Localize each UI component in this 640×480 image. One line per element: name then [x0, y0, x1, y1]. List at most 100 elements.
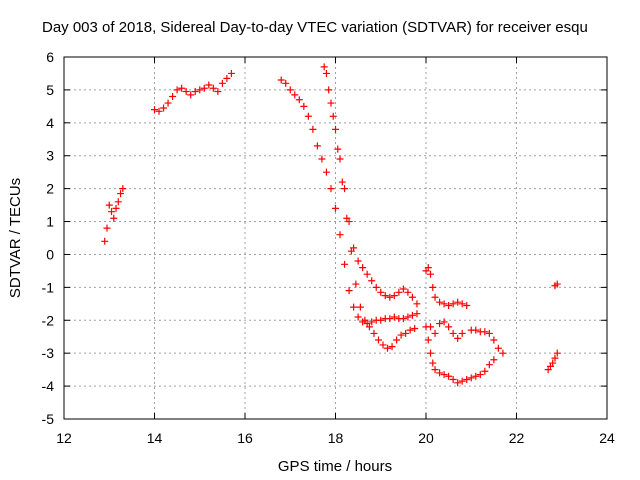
data-point	[286, 86, 294, 94]
data-point	[374, 336, 382, 344]
data-point	[429, 283, 437, 291]
y-tick-label: 6	[46, 49, 54, 65]
data-point	[372, 283, 380, 291]
data-point	[332, 204, 339, 212]
y-tick-label: -4	[42, 378, 55, 394]
data-point	[309, 125, 317, 133]
data-point	[320, 63, 328, 71]
data-point	[105, 201, 113, 209]
data-point	[388, 343, 396, 351]
data-point	[449, 300, 457, 308]
data-point	[191, 88, 199, 96]
y-tick-label: -2	[42, 312, 55, 328]
data-point	[481, 367, 489, 375]
y-tick-label: -5	[42, 411, 55, 427]
data-point	[325, 86, 333, 94]
data-point	[408, 311, 416, 319]
data-point	[329, 112, 337, 120]
x-tick-label: 24	[599, 430, 615, 446]
data-point	[164, 99, 172, 107]
data-point	[499, 349, 507, 357]
data-point	[390, 292, 398, 300]
x-tick-label: 12	[56, 430, 72, 446]
data-point	[411, 325, 419, 332]
data-point	[406, 326, 414, 334]
data-point	[341, 260, 349, 268]
data-point	[463, 301, 471, 309]
data-point	[327, 99, 335, 107]
data-point	[291, 91, 299, 99]
data-point	[112, 204, 120, 212]
data-point	[223, 74, 231, 82]
y-tick-label: 1	[46, 214, 54, 230]
x-tick-label: 16	[237, 430, 253, 446]
data-point	[551, 354, 559, 362]
x-tick-label: 20	[418, 430, 434, 446]
data-point	[178, 84, 186, 92]
data-point	[277, 76, 285, 84]
data-point	[427, 323, 435, 331]
data-point	[103, 224, 111, 232]
data-point	[361, 316, 369, 324]
data-point	[467, 374, 475, 382]
data-point	[370, 329, 378, 337]
data-point	[458, 377, 466, 385]
y-tick-label: 5	[46, 82, 54, 98]
data-point	[173, 86, 181, 94]
data-point	[108, 208, 116, 216]
data-point	[295, 96, 303, 104]
data-point	[338, 178, 346, 186]
x-tick-labels: 12 14 16 18 20 22 24	[56, 430, 615, 446]
data-point	[427, 349, 435, 357]
data-point	[350, 303, 358, 311]
data-point	[490, 356, 498, 364]
data-point	[463, 376, 471, 384]
data-point	[209, 84, 217, 92]
data-point	[322, 168, 330, 176]
data-point	[155, 107, 163, 115]
data-point	[377, 288, 385, 296]
data-point	[431, 366, 439, 374]
data-point	[431, 329, 439, 337]
data-point	[196, 86, 204, 94]
data-point	[449, 376, 457, 384]
data-point	[481, 328, 489, 336]
data-point	[445, 372, 453, 380]
data-point	[454, 334, 462, 342]
data-point	[359, 264, 367, 272]
data-point	[431, 293, 439, 301]
data-series	[101, 63, 561, 387]
data-point	[313, 142, 321, 150]
data-point	[553, 349, 561, 357]
data-point	[336, 231, 344, 239]
data-point	[282, 79, 290, 87]
data-point	[399, 315, 407, 323]
y-tick-label: 2	[46, 181, 54, 197]
data-point	[395, 288, 403, 296]
data-point	[413, 310, 421, 318]
y-tick-label: 4	[46, 115, 54, 131]
data-point	[352, 280, 360, 288]
y-tick-label: 3	[46, 148, 54, 164]
data-point	[404, 313, 412, 321]
y-tick-label: 0	[46, 246, 54, 262]
x-tick-label: 22	[509, 430, 525, 446]
x-tick-label: 14	[147, 430, 163, 446]
data-point	[368, 318, 376, 326]
data-point	[408, 293, 416, 301]
data-point	[458, 329, 466, 337]
data-point	[429, 359, 437, 367]
data-point	[205, 81, 213, 89]
data-point	[393, 336, 401, 344]
data-point	[424, 264, 432, 272]
data-point	[114, 198, 122, 206]
axis-ticks	[63, 56, 608, 420]
data-point	[336, 155, 344, 163]
data-point	[472, 372, 480, 380]
data-point	[386, 293, 394, 301]
data-point	[436, 298, 444, 306]
data-point	[379, 341, 387, 349]
data-point	[386, 315, 394, 323]
y-tick-label: -3	[42, 345, 55, 361]
data-point	[402, 329, 410, 337]
